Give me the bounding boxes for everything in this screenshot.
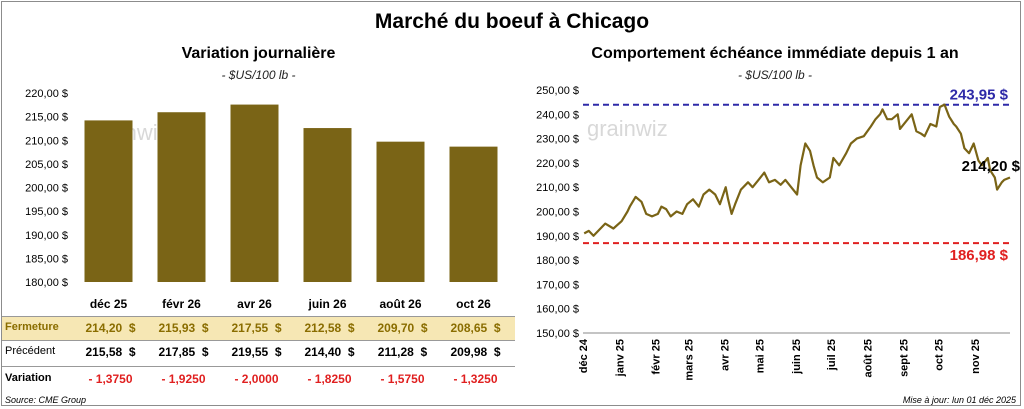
main-title: Marché du boeuf à Chicago [374, 10, 650, 33]
x-tick-label: juin 26 [307, 297, 346, 311]
x-tick-label: janv 25 [614, 339, 626, 377]
update-note: Mise à jour: lun 01 déc 2025 [902, 395, 1016, 405]
x-tick-label: mars 25 [683, 339, 695, 381]
right-line-chart: 150,00 $ 160,00 $ 170,00 $ 180,00 $ 190,00 $… [536, 85, 1020, 381]
x-tick-label: nov 25 [970, 339, 982, 374]
right-unit: - $US/100 lb - [737, 68, 813, 82]
left-unit: - $US/100 lb - [221, 68, 296, 82]
table-cell: 208,65 $ [450, 321, 501, 335]
table-cell: - 1,5750 [380, 372, 425, 386]
y-tick-label: 230,00 $ [536, 134, 579, 146]
y-tick-label: 250,00 $ [536, 85, 579, 97]
table-cell: 214,20 $ [85, 321, 136, 335]
x-tick-label: avr 26 [237, 297, 272, 311]
x-tick-label: mai 25 [755, 339, 767, 373]
x-tick-label: juil 25 [826, 339, 838, 371]
x-tick-label: août 25 [862, 339, 874, 378]
table-cell: - 2,0000 [234, 372, 279, 386]
low-label: 186,98 $ [950, 247, 1009, 264]
y-tick-label: 240,00 $ [536, 109, 579, 121]
bar [303, 128, 352, 282]
table-cell: 215,58 $ [85, 345, 136, 359]
y-tick-label: 205,00 $ [25, 159, 68, 171]
table-cell: - 1,3750 [88, 372, 133, 386]
price-line [583, 103, 1011, 237]
x-tick-label: févr 26 [162, 297, 201, 311]
y-tick-label: 190,00 $ [536, 231, 579, 243]
y-tick-label: 195,00 $ [25, 206, 68, 218]
table-cell: 219,55 $ [231, 345, 282, 359]
y-tick-label: 215,00 $ [25, 112, 68, 124]
y-tick-label: 220,00 $ [536, 158, 579, 170]
bar [84, 120, 133, 282]
bar [230, 104, 279, 282]
y-tick-label: 170,00 $ [536, 279, 579, 291]
y-tick-label: 210,00 $ [536, 182, 579, 194]
table-cell: 214,40 $ [304, 345, 355, 359]
table-cell: 209,98 $ [450, 345, 501, 359]
x-tick-label: déc 25 [90, 297, 128, 311]
table-row-label: Fermeture [5, 321, 59, 333]
table-cell: 215,93 $ [158, 321, 209, 335]
table-cell: 212,58 $ [304, 321, 355, 335]
fermeture-row [2, 316, 515, 341]
high-label: 243,95 $ [950, 87, 1009, 104]
source-note: Source: CME Group [5, 395, 87, 405]
y-tick-label: 220,00 $ [25, 88, 68, 100]
y-tick-label: 200,00 $ [536, 207, 579, 219]
bar [449, 146, 498, 282]
last-value-label: 214,20 $ [962, 158, 1020, 175]
x-tick-label: oct 26 [456, 297, 491, 311]
x-tick-label: oct 25 [934, 339, 946, 371]
y-tick-label: 190,00 $ [25, 230, 68, 242]
y-tick-label: 180,00 $ [25, 277, 68, 289]
x-tick-label: févr 25 [651, 339, 663, 374]
y-tick-label: 160,00 $ [536, 304, 579, 316]
table-row-label: Variation [5, 372, 52, 384]
y-tick-label: 180,00 $ [536, 255, 579, 267]
table-cell: 217,85 $ [158, 345, 209, 359]
table-cell: 209,70 $ [377, 321, 428, 335]
x-tick-label: sept 25 [899, 339, 911, 377]
y-tick-label: 200,00 $ [25, 183, 68, 195]
y-tick-label: 210,00 $ [25, 135, 68, 147]
variation-row-separator [2, 366, 515, 367]
x-tick-label: août 26 [379, 297, 421, 311]
bar [157, 112, 206, 283]
table-cell: - 1,8250 [307, 372, 352, 386]
y-tick-label: 185,00 $ [25, 253, 68, 265]
watermark: grainwiz [587, 116, 668, 141]
table-row-label: Précédent [5, 345, 56, 357]
bar [376, 141, 425, 282]
left-subtitle: Variation journalière [181, 45, 336, 62]
left-bar-chart: 180,00 $ 185,00 $ 190,00 $ 195,00 $ 200,00 $… [25, 88, 498, 311]
y-tick-label: 150,00 $ [536, 328, 579, 340]
table-cell: - 1,3250 [453, 372, 498, 386]
x-tick-label: juin 25 [791, 339, 803, 375]
x-tick-label: déc 24 [578, 338, 590, 373]
table-cell: 211,28 $ [377, 345, 428, 359]
x-tick-label: avr 25 [720, 339, 732, 371]
table-cell: 217,55 $ [231, 321, 282, 335]
right-subtitle: Comportement échéance immédiate depuis 1… [591, 45, 959, 62]
table-cell: - 1,9250 [161, 372, 206, 386]
